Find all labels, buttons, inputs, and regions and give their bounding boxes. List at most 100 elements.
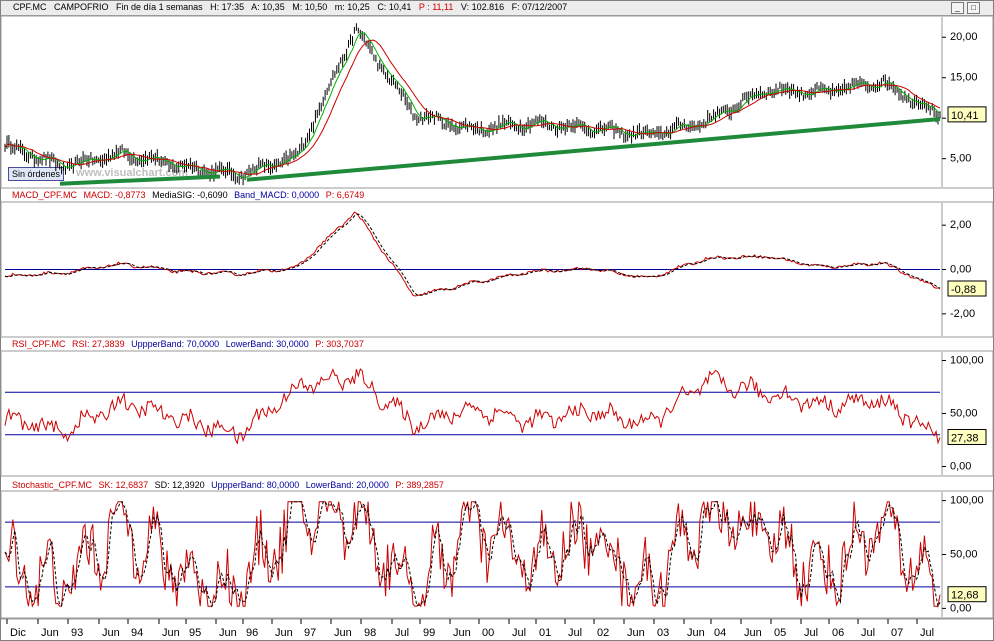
y-tick-label: 0,00 (950, 602, 971, 614)
stoch-name: Stochastic_CPF.MC (12, 480, 93, 490)
macd-signal-line (4, 213, 941, 297)
y-tick-label: 50,00 (950, 408, 978, 420)
header-info: CPF.MC CAMPOFRIO Fin de día 1 semanas H:… (13, 2, 572, 12)
hour-text: H: 17:35 (210, 2, 245, 12)
macd-last-value: -0,88 (951, 284, 976, 296)
panel-border (0, 490, 994, 619)
x-tick-label: 96 (246, 627, 258, 639)
stoch-lower: LowerBand: 20,0000 (305, 480, 389, 490)
x-tick-label: Jun (687, 627, 705, 639)
macd-p: P: 6,6749 (325, 190, 365, 200)
y-tick-label: 100,00 (950, 354, 984, 366)
stoch-last-value-box (947, 586, 987, 603)
symbol-text: CPF.MC (13, 2, 47, 12)
macd-name: MACD_CPF.MC (12, 190, 78, 200)
y-tick-label: 2,00 (950, 219, 971, 231)
macd-band: Band_MACD: 0,0000 (234, 190, 320, 200)
close-text: C: 10,41 (377, 2, 412, 12)
macd-last-value-box (947, 280, 987, 297)
maximize-button[interactable]: □ (967, 2, 980, 14)
x-tick-label: Jul (568, 627, 582, 639)
stoch-sk: SK: 12,6837 (98, 480, 149, 490)
open-text: A: 10,35 (251, 2, 285, 12)
x-tick-label: Jun (744, 627, 762, 639)
stoch-upper: UppperBand: 80,0000 (211, 480, 300, 490)
x-tick-label: 94 (131, 627, 143, 639)
rsi-lower: LowerBand: 30,0000 (225, 339, 309, 349)
rsi-legend: RSI_CPF.MC RSI: 27,3839 UppperBand: 70,0… (12, 339, 368, 349)
macd-signal: MediaSIG: -0,6090 (152, 190, 228, 200)
x-tick-label: Jul (861, 627, 875, 639)
panel-border (0, 15, 994, 189)
y-tick-label: 100,00 (950, 495, 984, 507)
x-tick-label: Jun (102, 627, 120, 639)
x-tick-label: Jun (162, 627, 180, 639)
volume-text: V: 102.816 (460, 2, 505, 12)
x-tick-label: 01 (539, 627, 551, 639)
stoch-last-value: 12,68 (951, 590, 979, 602)
x-tick-label: 00 (482, 627, 494, 639)
trendline (246, 117, 941, 182)
y-tick-label: 5,00 (950, 153, 971, 165)
trendline-left (59, 174, 221, 186)
name-text: CAMPOFRIO (54, 2, 109, 12)
rsi-last-value-box (947, 428, 987, 445)
x-tick-label: Jun (334, 627, 352, 639)
x-tick-label: 07 (891, 627, 903, 639)
price-text: P : 11,11 (418, 2, 454, 12)
x-tick-label: 93 (71, 627, 83, 639)
rsi-p: P: 303,7037 (315, 339, 364, 349)
y-tick-label: 15,00 (950, 72, 978, 84)
x-tick-label: 06 (832, 627, 844, 639)
price-last-value-box (947, 106, 987, 123)
panel-border (0, 350, 994, 477)
macd-value: MACD: -0,8773 (83, 190, 146, 200)
y-tick-label: 20,00 (950, 31, 978, 43)
x-tick-label: Jun (41, 627, 59, 639)
x-tick-label: 02 (597, 627, 609, 639)
x-tick-label: Jul (395, 627, 409, 639)
stoch-sk-line (4, 501, 941, 608)
y-tick-label: 0,00 (950, 264, 971, 276)
rsi-value: RSI: 27,3839 (72, 339, 125, 349)
x-tick-label: 99 (423, 627, 435, 639)
macd-line (4, 211, 941, 297)
y-tick-label: 50,00 (950, 549, 978, 561)
x-tick-label: Jul (804, 627, 818, 639)
rsi-last-value: 27,38 (951, 432, 979, 444)
x-tick-label: Dic (10, 627, 26, 639)
x-tick-label: Jun (627, 627, 645, 639)
x-tick-label: 03 (657, 627, 669, 639)
stoch-sd-line (4, 500, 941, 608)
y-tick-label: -2,00 (950, 308, 975, 320)
rsi-upper: UppperBand: 70,0000 (131, 339, 220, 349)
x-tick-label: Jun (219, 627, 237, 639)
rsi-line (4, 368, 941, 445)
no-orders-badge[interactable]: Sin órdenes (8, 167, 65, 181)
x-tick-label: Jul (512, 627, 526, 639)
low-text: m: 10,25 (334, 2, 370, 12)
x-tick-label: Jul (920, 627, 934, 639)
macd-legend: MACD_CPF.MC MACD: -0,8773 MediaSIG: -0,6… (12, 190, 368, 200)
high-text: M: 10,50 (292, 2, 328, 12)
x-tick-label: Jun (453, 627, 471, 639)
y-tick-label: 0,00 (950, 461, 971, 473)
stoch-sd: SD: 12,3920 (154, 480, 205, 490)
x-tick-label: Jun (275, 627, 293, 639)
x-tick-label: 04 (714, 627, 726, 639)
date-text: F: 07/12/2007 (511, 2, 568, 12)
price-last-value: 10,41 (951, 110, 979, 122)
x-tick-label: 95 (189, 627, 201, 639)
stoch-p: P: 389,2857 (395, 480, 444, 490)
stoch-legend: Stochastic_CPF.MC SK: 12,6837 SD: 12,392… (12, 480, 448, 490)
minimize-button[interactable]: _ (951, 2, 964, 14)
watermark: www.visualchart.com (76, 167, 189, 179)
x-tick-label: 97 (304, 627, 316, 639)
panel-border (0, 201, 994, 338)
x-tick-label: 98 (364, 627, 376, 639)
x-tick-label: 05 (774, 627, 786, 639)
price-avg-red (4, 39, 941, 175)
rsi-name: RSI_CPF.MC (12, 339, 66, 349)
period-text: Fin de día 1 semanas (116, 2, 203, 12)
